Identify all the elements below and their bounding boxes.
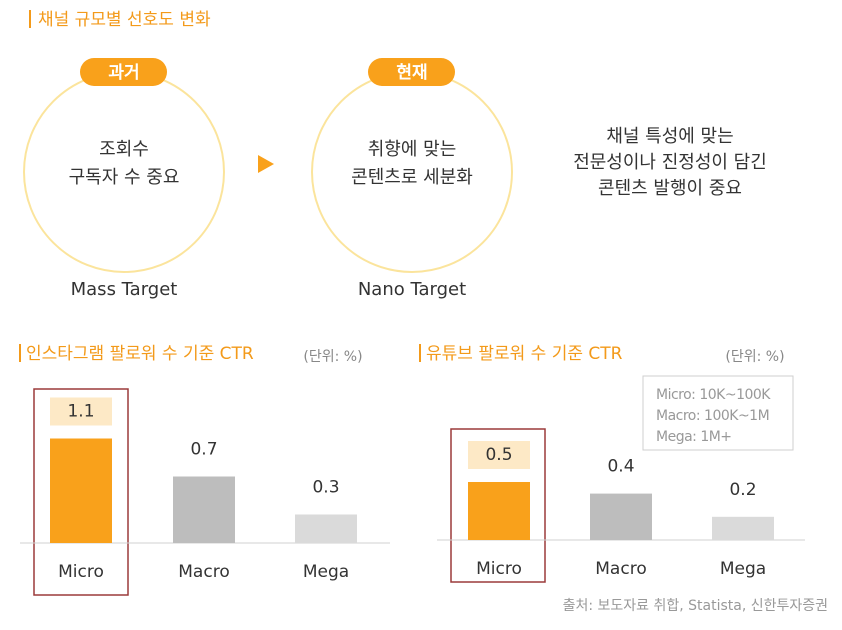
stage-caption: Mass Target (71, 279, 178, 300)
stage-text: 콘텐츠로 세분화 (351, 167, 473, 188)
bar (50, 438, 112, 543)
stage-pill (368, 58, 455, 86)
bar (295, 514, 357, 543)
title-bar (29, 10, 31, 28)
value-label: 0.5 (485, 445, 512, 465)
page-title: 채널 규모별 선호도 변화 (38, 10, 211, 30)
stage-text: 구독자 수 중요 (69, 167, 180, 188)
highlight-frame (450, 428, 546, 583)
stage-text: 조회수 (99, 139, 149, 160)
chart-subtitle: (단위: %) (725, 349, 784, 365)
stage-pill (80, 58, 167, 86)
note-text: 전문성이나 진정성이 담긴 (573, 152, 767, 173)
note-line: Macro: 100K~1M (656, 408, 769, 424)
value-highlight (468, 441, 530, 469)
value-label: 0.2 (729, 480, 756, 500)
bar (590, 493, 652, 540)
value-label: 1.1 (67, 402, 94, 422)
arrow (258, 155, 274, 173)
chart-title-bar (419, 344, 421, 362)
stage-label: 현재 (396, 63, 427, 83)
bar (468, 482, 530, 540)
value-label: 0.3 (312, 478, 339, 498)
note-box (642, 375, 794, 451)
value-label: 0.7 (190, 440, 217, 460)
highlight-frame (33, 388, 129, 596)
value-label: 0.4 (607, 457, 634, 477)
source: 출처: 보도자료 취합, Statista, 신한투자증권 (563, 598, 828, 614)
category-label: Mega (720, 559, 766, 579)
note-line: Micro: 10K~100K (656, 387, 771, 403)
value-highlight (50, 397, 112, 426)
stage-text: 취향에 맞는 (368, 139, 457, 160)
bar (173, 476, 235, 543)
bar (712, 516, 774, 540)
note-text: 콘텐츠 발행이 중요 (598, 178, 742, 199)
chart-title-bar (19, 344, 21, 362)
category-label: Macro (595, 559, 646, 579)
stage-caption: Nano Target (358, 279, 466, 300)
note-text: 채널 특성에 맞는 (606, 126, 733, 147)
category-label: Mega (303, 562, 349, 582)
category-label: Micro (58, 562, 104, 582)
chart-title: 인스타그램 팔로워 수 기준 CTR (26, 344, 254, 364)
category-label: Macro (178, 562, 229, 582)
note-line: Mega: 1M+ (656, 429, 732, 445)
stage-label: 과거 (108, 63, 139, 83)
chart-subtitle: (단위: %) (303, 349, 362, 365)
category-label: Micro (476, 559, 522, 579)
chart-title: 유튜브 팔로워 수 기준 CTR (426, 344, 623, 364)
